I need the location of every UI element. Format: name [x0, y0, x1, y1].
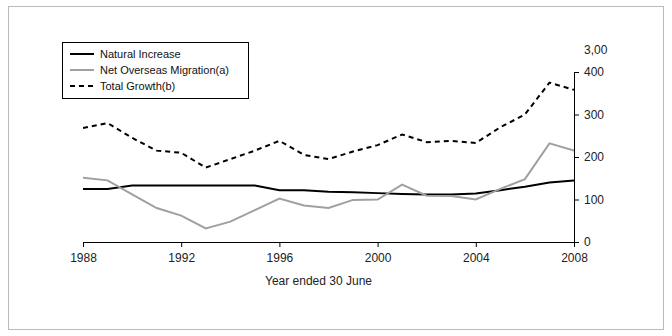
legend-label: Total Growth(b) [100, 80, 175, 92]
y-tick: 0 [574, 235, 591, 249]
y-tick-label: 300 [584, 108, 604, 122]
legend-box [63, 43, 249, 99]
y-tick: 400 [574, 65, 604, 79]
x-tick-mark [83, 242, 84, 247]
y-tick: 100 [574, 193, 604, 207]
y-tick-mark [574, 72, 579, 73]
legend-label: Net Overseas Migration(a) [100, 64, 229, 76]
legend: Natural Increase Net Overseas Migration(a… [63, 43, 249, 99]
frame [9, 7, 664, 330]
y-tick-label: 100 [584, 193, 604, 207]
x-tick-label: 2008 [561, 251, 588, 265]
x-tick-mark [378, 242, 379, 247]
y-axis-title: 3,00 [584, 43, 608, 57]
x-tick-mark [476, 242, 477, 247]
y-tick: 200 [574, 150, 604, 164]
y-tick-mark [574, 115, 579, 116]
x-tick-label: 2004 [463, 251, 490, 265]
y-tick: 300 [574, 108, 604, 122]
chart: 1988 1992 1996 2000 2004 2008 0 100 200 300 400 3,0… [0, 0, 672, 336]
y-tick-mark [574, 242, 579, 243]
legend-swatch [70, 69, 94, 71]
x-tick-mark [181, 242, 182, 247]
y-tick-mark [574, 200, 579, 201]
x-tick: 1992 [168, 242, 195, 265]
x-axis-line [84, 243, 575, 248]
y-axis-line [575, 73, 580, 243]
x-tick-label: 1988 [70, 251, 97, 265]
x-tick-label: 2000 [365, 251, 392, 265]
legend-swatch [70, 53, 94, 55]
x-tick: 1996 [267, 242, 294, 265]
y-tick-label: 400 [584, 65, 604, 79]
series-line [83, 143, 574, 228]
x-tick-mark [279, 242, 280, 247]
x-tick-label: 1992 [168, 251, 195, 265]
x-tick: 2004 [463, 242, 490, 265]
y-tick-mark [574, 157, 579, 158]
y-tick-label: 0 [584, 235, 591, 249]
x-tick: 1988 [70, 242, 97, 265]
x-axis-title: Year ended 30 June [265, 274, 372, 288]
series-line [83, 180, 574, 194]
lines [83, 83, 574, 229]
legend-label: Natural Increase [100, 48, 181, 60]
y-tick-label: 200 [584, 150, 604, 164]
x-tick: 2000 [365, 242, 392, 265]
x-axis: 1988 1992 1996 2000 2004 2008 [70, 242, 588, 265]
x-tick-label: 1996 [267, 251, 294, 265]
y-axis: 0 100 200 300 400 [574, 65, 604, 249]
legend-swatch [70, 85, 94, 87]
